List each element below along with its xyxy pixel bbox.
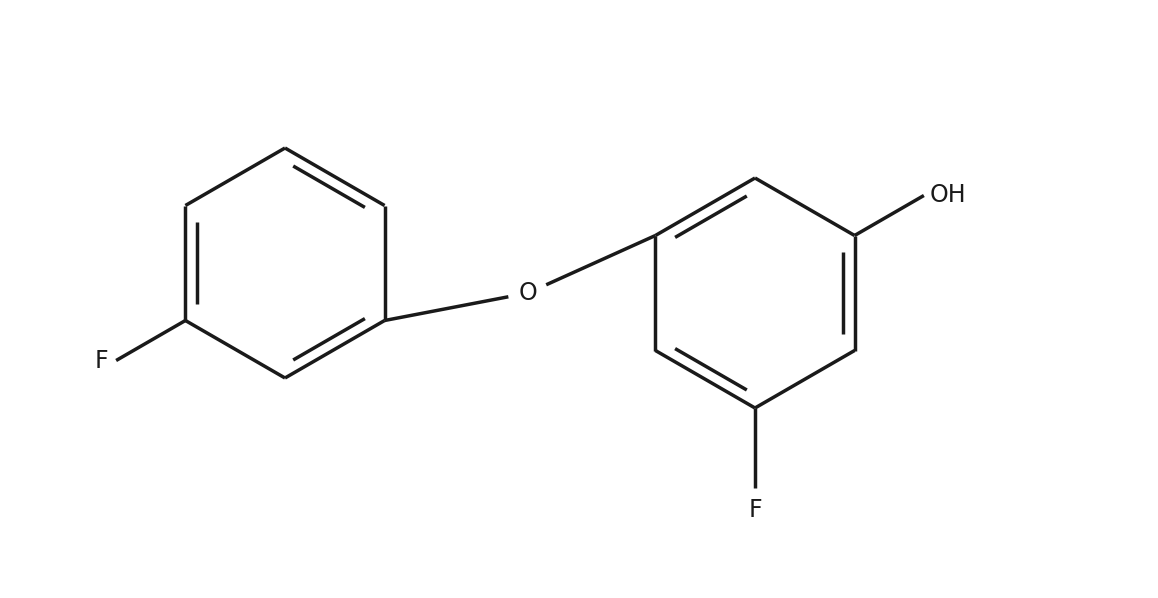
- Text: F: F: [95, 349, 108, 373]
- Text: OH: OH: [930, 184, 967, 208]
- Text: O: O: [519, 281, 537, 305]
- Text: F: F: [748, 498, 762, 522]
